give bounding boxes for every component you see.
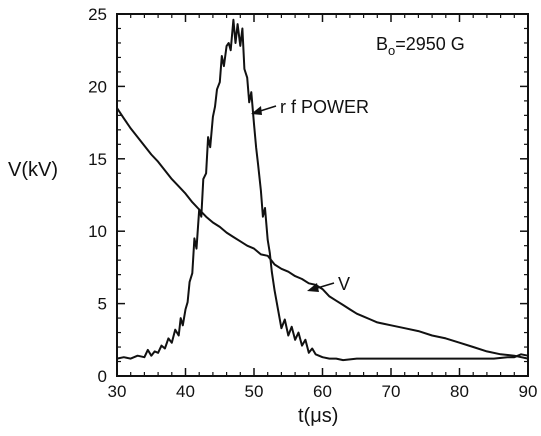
x-axis: 30 40 50 60 70 80 90 [108,14,538,401]
field-annotation: Bo=2950 G [376,34,465,58]
x-axis-title: t(μs) [298,405,338,427]
y-tick-label: 25 [88,5,107,24]
series-line-V [116,107,529,360]
rf-arrow-head [251,106,262,115]
y-axis: 0 5 10 15 20 25 [88,5,528,386]
x-tick-label: 60 [313,382,332,401]
x-tick-label: 80 [450,382,469,401]
rf-power-label: r f POWER [280,97,369,117]
y-tick-label: 20 [88,77,107,96]
plot-frame [116,13,529,377]
y-tick-label: 15 [88,150,107,169]
v-label: V [338,274,350,294]
field-annotation-prefix: B [376,34,388,54]
field-annotation-subscript: o [388,43,395,58]
x-tick-label: 50 [245,382,264,401]
y-tick-label: 0 [98,367,107,386]
x-tick-label: 40 [176,382,195,401]
series-line-rf [116,18,529,362]
x-tick-label: 90 [519,382,538,401]
y-tick-label: 5 [98,295,107,314]
field-annotation-rest: =2950 G [395,34,465,54]
v-arrow-head [307,283,319,292]
x-tick-label: 70 [382,382,401,401]
series-layer [116,18,529,362]
x-tick-label: 30 [108,382,127,401]
y-axis-title: V(kV) [8,159,58,181]
y-tick-label: 10 [88,222,107,241]
